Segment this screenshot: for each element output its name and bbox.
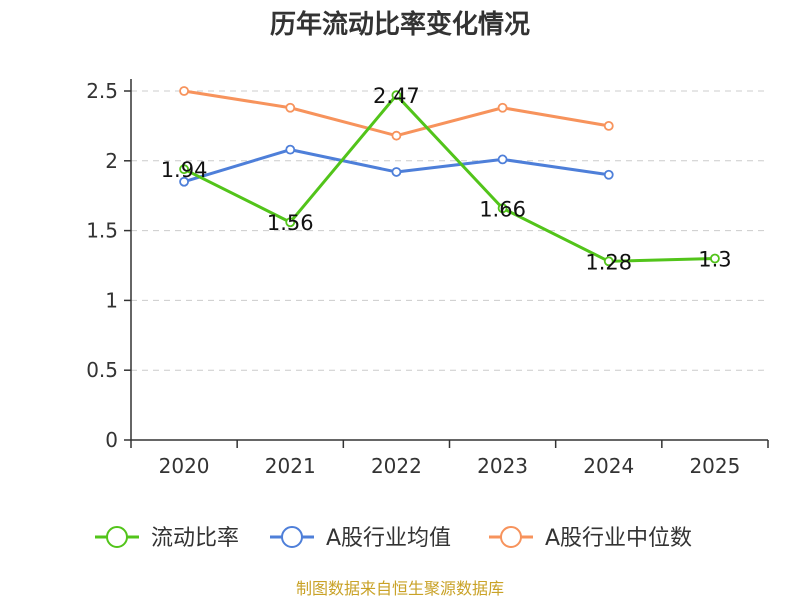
series-line bbox=[183, 148, 609, 184]
legend-label: 流动比率 bbox=[151, 526, 239, 551]
y-tick-label: 2.5 bbox=[86, 79, 118, 103]
data-point[interactable] bbox=[285, 144, 296, 155]
data-point[interactable] bbox=[179, 176, 189, 187]
data-point[interactable] bbox=[391, 167, 402, 177]
y-tick-label: 2 bbox=[105, 149, 118, 173]
data-point[interactable] bbox=[603, 256, 614, 267]
series-2 bbox=[179, 86, 614, 141]
data-label: 1.94 bbox=[161, 158, 208, 182]
x-tick-label: 2021 bbox=[265, 454, 316, 478]
data-label: 2.47 bbox=[373, 84, 420, 108]
data-source-note: 制图数据来自恒生聚源数据库 bbox=[296, 579, 504, 598]
x-tick-label: 2025 bbox=[689, 454, 740, 478]
data-label: 1.28 bbox=[585, 250, 632, 274]
data-label: 1.3 bbox=[698, 248, 731, 272]
data-label: 1.56 bbox=[267, 211, 314, 235]
y-tick-label: 1.5 bbox=[86, 219, 118, 243]
data-point[interactable] bbox=[710, 253, 720, 264]
legend-item-0[interactable]: 流动比率 bbox=[95, 526, 239, 551]
data-point[interactable] bbox=[497, 203, 508, 214]
legend-circle-icon bbox=[281, 526, 303, 548]
y-tick-label: 0 bbox=[105, 428, 118, 452]
data-point[interactable] bbox=[179, 86, 189, 96]
data-point[interactable] bbox=[391, 130, 402, 141]
data-point[interactable] bbox=[285, 217, 296, 228]
x-tick-label: 2023 bbox=[477, 454, 528, 478]
chart-title: 历年流动比率变化情况 bbox=[270, 9, 530, 40]
series-line bbox=[183, 93, 715, 263]
data-point[interactable] bbox=[603, 121, 614, 131]
data-label: 1.66 bbox=[479, 197, 526, 221]
legend: 流动比率 A股行业均值 A股行业中位数 bbox=[95, 526, 692, 551]
series-0 bbox=[179, 90, 720, 267]
data-point[interactable] bbox=[285, 102, 296, 113]
data-point[interactable] bbox=[603, 169, 614, 180]
x-tick-label: 2022 bbox=[371, 454, 422, 478]
data-point[interactable] bbox=[497, 154, 508, 165]
legend-label: A股行业均值 bbox=[326, 526, 451, 551]
y-tick-label: 0.5 bbox=[86, 358, 118, 382]
legend-item-1[interactable]: A股行业均值 bbox=[270, 526, 451, 551]
data-point[interactable] bbox=[179, 164, 189, 175]
data-point[interactable] bbox=[497, 102, 508, 113]
legend-label: A股行业中位数 bbox=[545, 526, 692, 551]
legend-circle-icon bbox=[500, 526, 522, 548]
y-tick-label: 1 bbox=[105, 288, 118, 312]
series-1 bbox=[179, 144, 614, 187]
legend-item-2[interactable]: A股行业中位数 bbox=[489, 526, 692, 551]
x-tick-label: 2020 bbox=[159, 454, 210, 478]
data-point[interactable] bbox=[391, 90, 402, 101]
x-tick-label: 2024 bbox=[583, 454, 634, 478]
legend-circle-icon bbox=[106, 526, 128, 548]
